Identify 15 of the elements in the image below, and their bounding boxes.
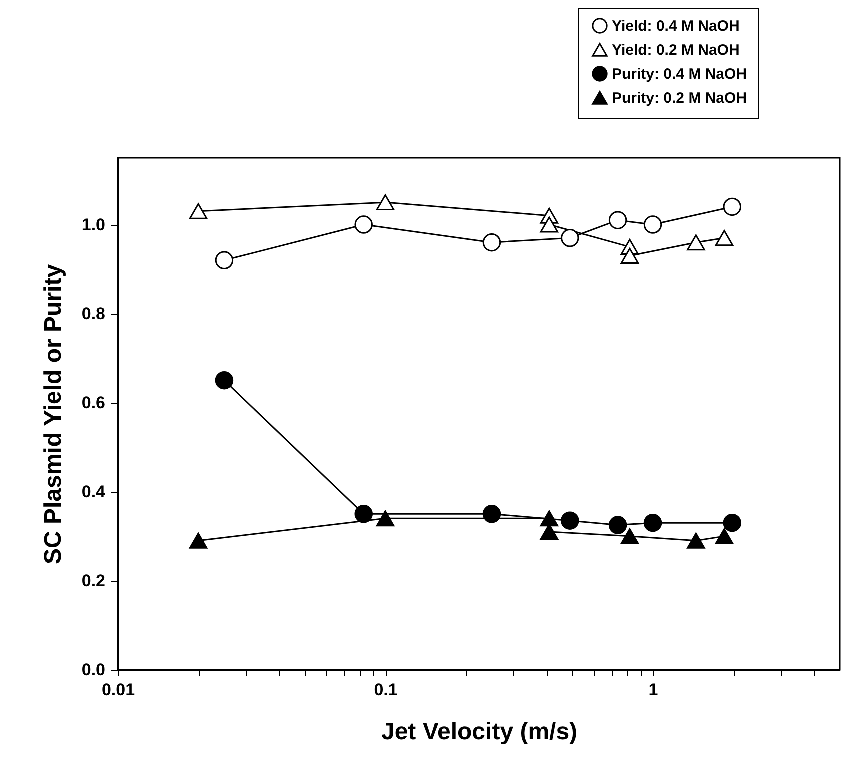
y-tick-label: 0.2 — [82, 571, 106, 590]
y-tick-label: 0.6 — [82, 393, 106, 412]
legend-label: Yield: 0.4 M NaOH — [612, 18, 740, 35]
y-tick-label: 0.0 — [82, 660, 106, 680]
legend-label: Purity: 0.2 M NaOH — [612, 90, 748, 107]
y-tick-label: 0.4 — [82, 482, 106, 502]
x-axis-title: Jet Velocity (m/s) — [381, 718, 578, 746]
x-tick-label: 0.01 — [102, 680, 136, 700]
y-tick-label: 1.0 — [82, 215, 106, 234]
y-tick-label: 0.8 — [82, 304, 106, 324]
legend-label: Yield: 0.2 M NaOH — [612, 42, 740, 59]
x-tick-label: 0.1 — [374, 680, 398, 700]
x-tick-label: 1 — [648, 680, 658, 700]
y-axis-title: SC Plasmid Yield or Purity — [40, 264, 67, 565]
legend-label: Purity: 0.4 M NaOH — [612, 66, 748, 83]
